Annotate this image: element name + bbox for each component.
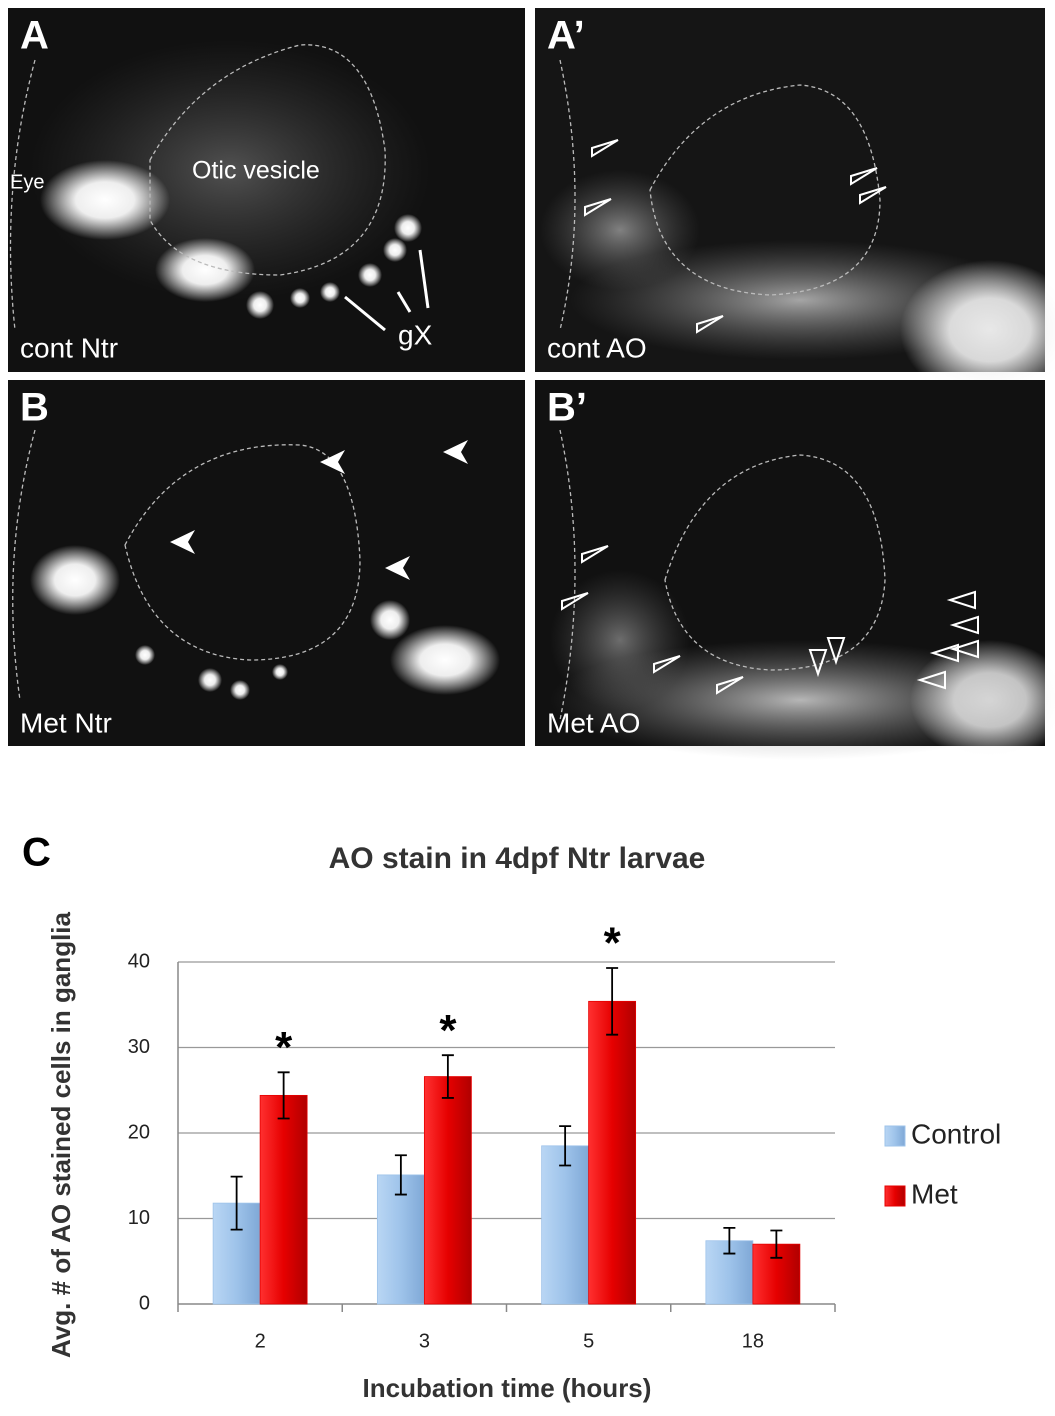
panel-caption: Met Ntr xyxy=(20,707,112,738)
panel-caption: cont Ntr xyxy=(20,332,118,363)
bar xyxy=(588,1000,637,1305)
gx-label: gX xyxy=(398,319,433,350)
bar xyxy=(259,1094,308,1305)
error-bar xyxy=(230,1175,243,1231)
x-axis-label: Incubation time (hours) xyxy=(363,1373,652,1403)
legend-swatch xyxy=(884,1185,906,1207)
y-tick-label: 0 xyxy=(139,1292,150,1314)
significance-mark: * xyxy=(439,1006,457,1055)
panel-label: C xyxy=(22,831,51,875)
significance-mark: * xyxy=(275,1023,293,1072)
legend-label: Control xyxy=(911,1118,1001,1149)
panel-label: B xyxy=(20,386,49,430)
bar xyxy=(423,1076,472,1305)
x-tick-label: 18 xyxy=(742,1330,764,1352)
micrograph-b: B Met Ntr xyxy=(8,380,525,746)
legend-swatch xyxy=(884,1125,906,1147)
micrograph-a-prime: A’ cont AO xyxy=(535,8,1055,400)
bar xyxy=(705,1240,754,1305)
x-tick-label: 5 xyxy=(583,1330,594,1352)
panel-caption: cont AO xyxy=(547,332,647,363)
error-bar xyxy=(770,1229,783,1259)
y-tick-label: 20 xyxy=(128,1121,150,1143)
micrograph-b-prime: B’ Met AO xyxy=(535,380,1055,760)
panel-label: B’ xyxy=(547,386,587,430)
otic-label: Otic vesicle xyxy=(192,157,320,185)
micrograph-a: A cont Ntr Eye Otic vesicle gX xyxy=(8,8,525,372)
error-bar xyxy=(606,967,619,1036)
error-bar xyxy=(723,1227,736,1255)
x-tick-label: 2 xyxy=(255,1330,266,1352)
bar xyxy=(541,1145,590,1305)
y-axis-label: Avg. # of AO stained cells in ganglia xyxy=(46,911,76,1357)
significance-mark: * xyxy=(604,919,622,968)
y-tick-label: 10 xyxy=(128,1207,150,1229)
error-bar xyxy=(394,1154,407,1196)
y-tick-label: 40 xyxy=(128,950,150,972)
panel-caption: Met AO xyxy=(547,707,640,738)
y-tick-label: 30 xyxy=(128,1036,150,1058)
legend-label: Met xyxy=(911,1178,958,1209)
bar xyxy=(376,1174,425,1305)
chart-title: AO stain in 4dpf Ntr larvae xyxy=(329,842,706,875)
error-bar xyxy=(441,1054,454,1099)
panel-label: A xyxy=(20,14,49,58)
error-bar xyxy=(277,1071,290,1120)
panel-label: A’ xyxy=(547,14,585,58)
error-bar xyxy=(559,1125,572,1167)
eye-label: Eye xyxy=(10,171,44,193)
x-tick-label: 3 xyxy=(419,1330,430,1352)
